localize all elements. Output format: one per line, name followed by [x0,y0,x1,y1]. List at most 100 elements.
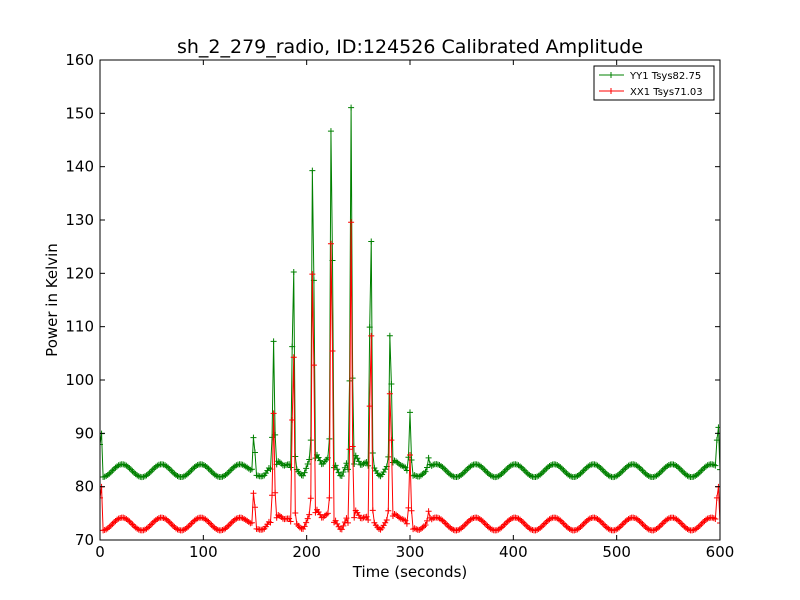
data-point [343,460,350,467]
data-point [327,240,334,247]
data-point [309,167,316,174]
legend-marker [608,88,614,94]
series-markers [100,104,720,481]
data-point [408,507,415,514]
data-point [301,469,308,476]
data-point [345,466,351,473]
data-point [422,468,429,475]
x-axis: 0 100 200 300 400 500 600 [95,60,734,561]
data-point [348,219,355,226]
data-point [292,453,299,460]
data-point [272,489,279,496]
data-point [346,446,353,453]
data-point [292,509,299,516]
data-point [286,515,293,522]
data-point [407,409,413,416]
series-0 [100,104,720,481]
chart-title: sh_2_279_radio, ID:124526 Calibrated Amp… [177,36,643,58]
data-point [405,504,412,511]
plot-area [100,104,720,534]
x-tick-label: 100 [189,543,218,561]
data-point [713,437,720,444]
data-point [327,128,334,135]
data-point [717,466,720,473]
data-point [422,522,429,529]
data-point [402,517,409,524]
legend-marker [608,72,614,78]
data-point [368,238,375,245]
data-point [270,338,277,345]
data-point [287,518,294,525]
x-axis-label: Time (seconds) [352,563,468,581]
x-tick-label: 500 [602,543,631,561]
data-point [383,516,390,523]
data-point [366,324,373,331]
y-tick-label: 90 [75,424,94,442]
data-point [335,469,342,476]
y-axis: 70 80 90 100 110 120 130 140 150 160 [65,51,720,549]
data-point [340,522,347,529]
data-point [349,443,356,450]
data-point [713,494,720,501]
data-point [289,343,296,350]
data-point [403,520,410,527]
data-point [290,268,297,275]
data-point [270,410,277,417]
y-axis-label: Power in Kelvin [43,243,61,357]
data-point [301,523,308,530]
data-point [365,517,372,524]
data-point [252,449,258,456]
data-point [304,461,311,468]
x-tick-label: 0 [95,543,105,561]
data-point [252,504,258,511]
legend-label: YY1 Tsys82.75 [629,71,701,82]
data-point [100,494,103,501]
data-point [290,354,297,361]
data-point [386,332,393,339]
data-point [289,416,296,423]
data-point [365,462,372,469]
data-point [334,466,341,473]
y-tick-label: 70 [75,531,94,549]
data-point [425,454,432,461]
data-point [307,495,314,502]
y-tick-label: 120 [65,264,94,282]
y-tick-label: 150 [65,104,94,122]
data-point [100,441,103,448]
data-point [351,461,358,468]
data-point [248,466,255,473]
data-point [368,332,375,339]
y-tick-label: 80 [75,478,94,496]
data-point [248,519,255,526]
data-point [385,507,392,514]
data-point [407,452,413,459]
data-point [315,454,322,461]
data-point [355,458,362,465]
data-point [326,494,333,501]
data-point [343,515,350,522]
data-point [388,437,395,444]
data-point [250,490,257,497]
y-tick-label: 130 [65,211,94,229]
y-tick-label: 140 [65,158,94,176]
data-point [338,526,345,533]
data-point [385,453,392,460]
data-point [366,403,373,410]
data-point [332,517,339,524]
data-point [306,511,313,518]
data-point [287,464,294,471]
data-point [304,515,311,522]
data-point [715,424,720,431]
data-point [269,492,276,499]
data-point [324,510,331,517]
data-point [351,514,358,521]
data-point [348,104,355,111]
data-point [303,519,310,526]
data-point [712,515,719,522]
data-point [341,519,348,526]
data-point [338,473,345,480]
data-point [267,519,274,526]
legend-label: XX1 Tsys71.03 [630,87,703,98]
data-point [717,519,720,526]
x-tick-label: 600 [706,543,735,561]
